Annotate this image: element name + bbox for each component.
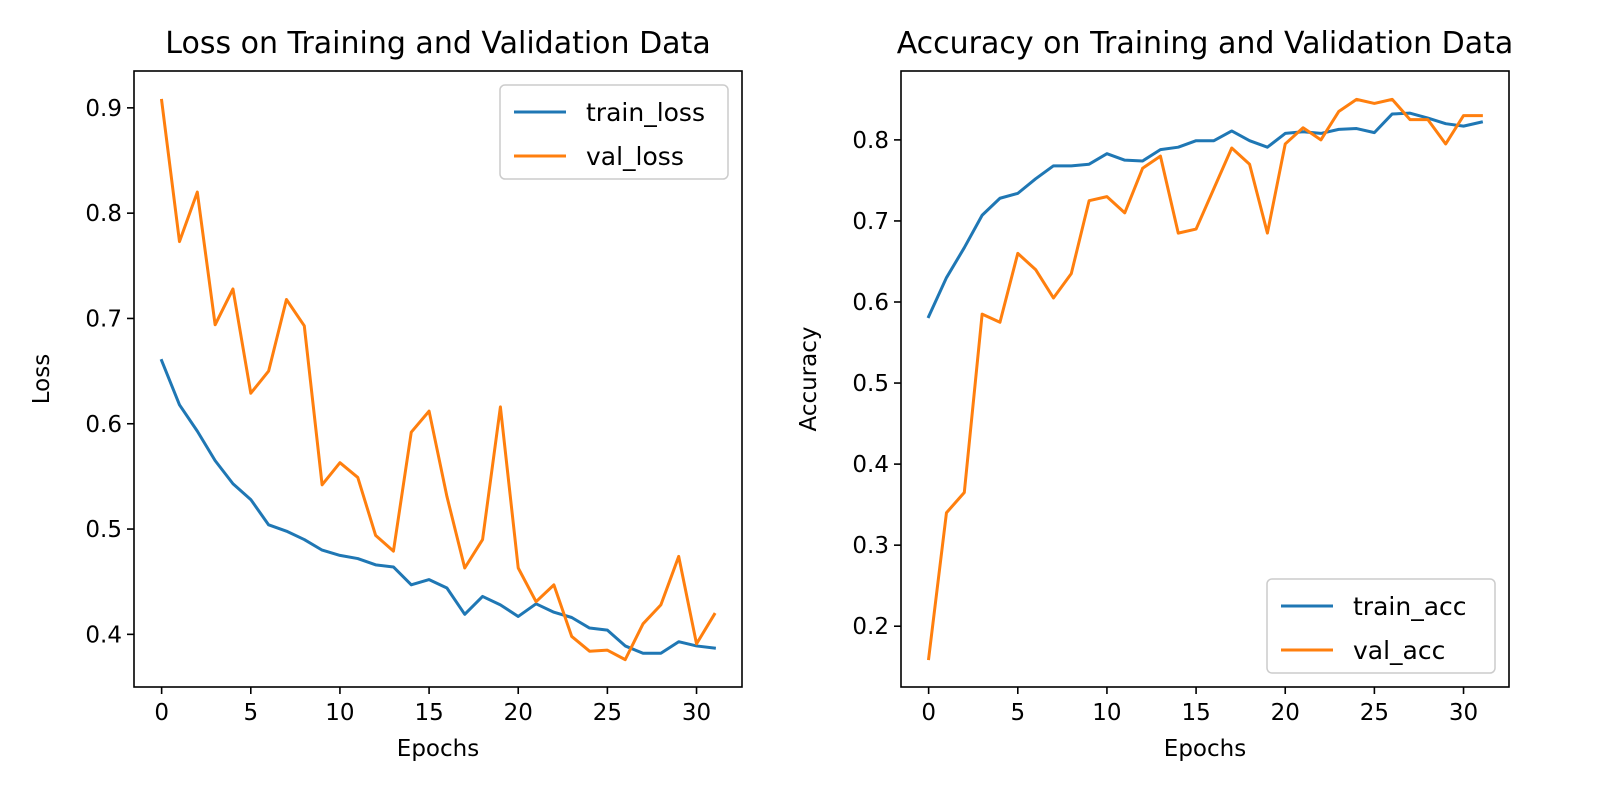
x-tick-label: 15 — [414, 700, 443, 726]
loss-chart: Loss on Training and Validation Data 0 5 10… — [29, 26, 743, 762]
legend: train_loss val_loss — [499, 84, 729, 180]
y-axis-label: Accuracy — [796, 326, 822, 431]
y-tick-label: 0.2 — [852, 614, 889, 640]
legend-label-train_loss: train_loss — [586, 98, 705, 127]
y-tick-label: 0.8 — [852, 128, 889, 154]
x-tick-label: 0 — [154, 700, 169, 726]
y-tick-label: 0.5 — [852, 371, 889, 397]
x-tick-label: 10 — [1092, 700, 1121, 726]
x-tick-label: 25 — [1360, 700, 1389, 726]
x-axis-label: Epochs — [397, 736, 479, 762]
y-tick-label: 0.8 — [85, 201, 122, 227]
legend-label-val_acc: val_acc — [1353, 636, 1445, 665]
x-tick-label: 15 — [1181, 700, 1210, 726]
x-tick-label: 25 — [593, 700, 622, 726]
series-group — [159, 98, 717, 662]
axes-frame — [133, 70, 743, 688]
chart-title: Accuracy on Training and Validation Data — [897, 26, 1514, 61]
x-tick-label: 20 — [504, 700, 533, 726]
x-tick-label: 0 — [921, 700, 936, 726]
y-tick-label: 0.6 — [85, 412, 122, 438]
legend: train_acc val_acc — [1266, 578, 1496, 674]
x-tick-label: 30 — [682, 700, 711, 726]
y-tick-label: 0.7 — [852, 209, 889, 235]
legend-label-val_loss: val_loss — [586, 142, 684, 171]
y-tick-label: 0.4 — [85, 622, 122, 648]
accuracy-chart: Accuracy on Training and Validation Data… — [796, 26, 1513, 762]
y-tick-label: 0.7 — [85, 306, 122, 332]
series-line-val_acc — [926, 97, 1483, 661]
y-tick-label: 0.6 — [852, 290, 889, 316]
y-tick-label: 0.3 — [852, 533, 889, 559]
x-axis-label: Epochs — [1164, 736, 1246, 762]
x-tick-label: 5 — [1010, 700, 1025, 726]
y-tick-label: 0.5 — [85, 517, 122, 543]
series-line-train_acc — [926, 111, 1484, 319]
axes-frame — [900, 70, 1510, 688]
x-tick-label: 20 — [1271, 700, 1300, 726]
legend-label-train_acc: train_acc — [1353, 592, 1467, 621]
x-tick-label: 10 — [325, 700, 354, 726]
x-tick-label: 30 — [1449, 700, 1478, 726]
y-tick-label: 0.4 — [852, 452, 889, 478]
y-axis-label: Loss — [29, 354, 55, 404]
x-tick-label: 5 — [243, 700, 258, 726]
series-group — [926, 97, 1484, 661]
series-line-val_loss — [159, 98, 717, 662]
chart-title: Loss on Training and Validation Data — [165, 26, 710, 61]
series-line-train_loss — [159, 358, 717, 655]
y-tick-label: 0.9 — [85, 96, 122, 122]
